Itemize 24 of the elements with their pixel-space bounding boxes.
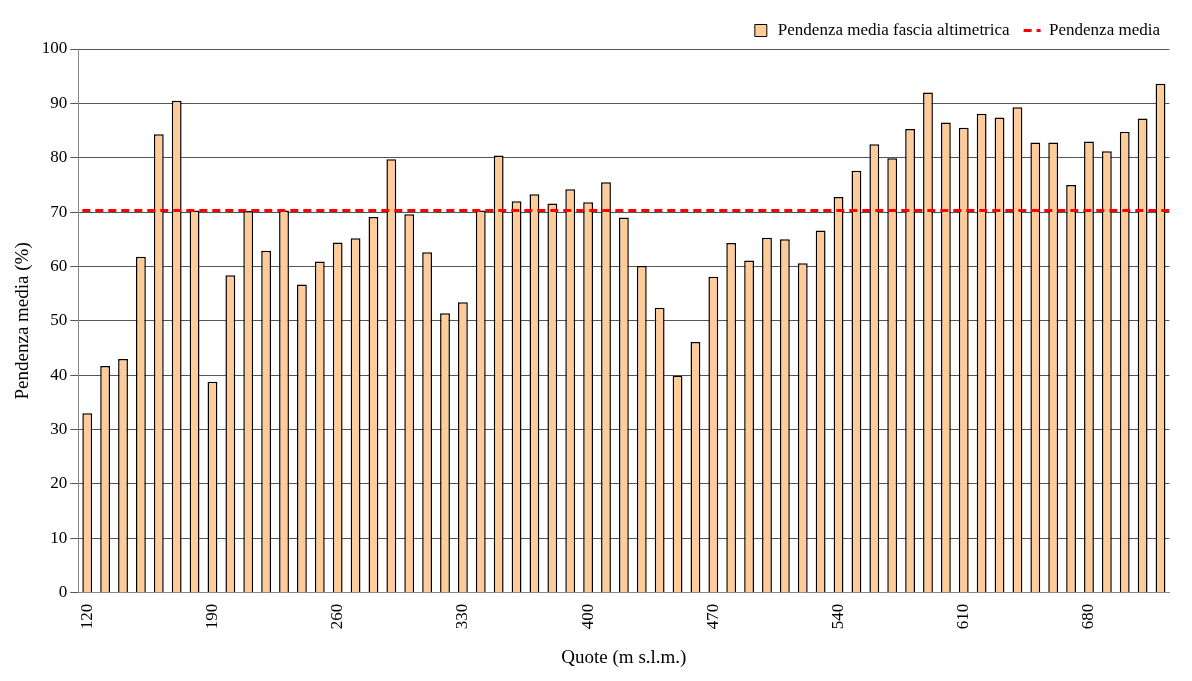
y-tick-label: 0 (58, 582, 68, 602)
legend-label: Pendenza media (1049, 19, 1161, 39)
x-tick-label: 120 (76, 603, 96, 630)
x-axis-title: Quote (m s.l.m.) (561, 645, 687, 668)
x-tick-label: 610 (953, 603, 973, 630)
y-tick-label: 20 (50, 473, 68, 493)
x-tick-label: 680 (1078, 603, 1098, 630)
x-tick-label: 400 (577, 603, 597, 630)
x-tick-label: 190 (201, 603, 221, 630)
y-tick-label: 60 (50, 255, 68, 275)
x-tick-label: 330 (452, 603, 472, 630)
y-tick-label: 10 (50, 527, 68, 547)
y-tick-label: 30 (50, 419, 68, 439)
x-tick-label: 260 (327, 603, 347, 630)
y-tick-label: 90 (50, 92, 68, 112)
y-tick-label: 80 (50, 147, 68, 167)
x-tick-label: 540 (828, 603, 847, 630)
y-tick-label: 50 (50, 310, 68, 330)
y-axis-title: Pendenza media (%) (11, 242, 34, 400)
x-tick-label: 470 (702, 603, 722, 630)
y-tick-label: 70 (50, 201, 68, 221)
y-tick-label: 40 (50, 364, 68, 384)
y-tick-label: 100 (41, 38, 68, 58)
legend-label: Pendenza media fascia altimetrica (777, 19, 1011, 39)
